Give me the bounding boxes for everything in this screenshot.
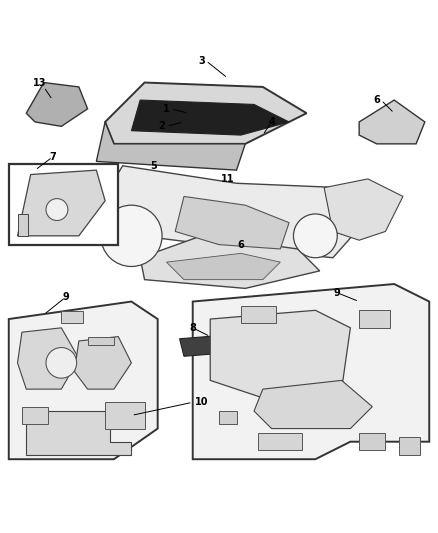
Text: 4: 4 <box>268 117 275 127</box>
Text: 10: 10 <box>195 397 208 407</box>
Polygon shape <box>210 310 350 398</box>
Polygon shape <box>74 336 131 389</box>
Text: 13: 13 <box>33 77 46 87</box>
Polygon shape <box>96 122 245 170</box>
Polygon shape <box>105 83 307 144</box>
Text: 7: 7 <box>49 152 56 162</box>
Bar <box>18 214 28 236</box>
Text: 11: 11 <box>221 174 234 184</box>
Text: 9: 9 <box>62 292 69 302</box>
Bar <box>241 306 276 324</box>
Polygon shape <box>193 284 429 459</box>
Polygon shape <box>18 170 105 236</box>
Text: 1: 1 <box>163 104 170 114</box>
Polygon shape <box>324 179 403 240</box>
Polygon shape <box>359 100 425 144</box>
Text: 8: 8 <box>189 323 196 333</box>
Polygon shape <box>175 197 289 249</box>
Polygon shape <box>180 330 293 356</box>
Text: 6: 6 <box>237 240 244 249</box>
Bar <box>9 164 118 245</box>
Polygon shape <box>140 236 320 288</box>
Bar <box>219 411 237 424</box>
Circle shape <box>101 205 162 266</box>
Polygon shape <box>26 411 131 455</box>
Circle shape <box>46 348 77 378</box>
Bar <box>22 407 48 424</box>
Circle shape <box>46 199 68 221</box>
Bar <box>105 402 145 429</box>
Polygon shape <box>131 100 289 135</box>
Polygon shape <box>166 253 280 280</box>
Circle shape <box>293 214 337 258</box>
Text: 5: 5 <box>150 161 157 171</box>
Polygon shape <box>254 381 372 429</box>
Text: 3: 3 <box>198 55 205 66</box>
Bar <box>359 310 390 328</box>
Bar <box>88 336 114 345</box>
Text: 2: 2 <box>159 122 166 131</box>
Polygon shape <box>26 83 88 126</box>
Bar <box>258 433 302 450</box>
Bar <box>359 433 385 450</box>
Text: 6: 6 <box>373 95 380 105</box>
Bar <box>61 311 83 324</box>
Polygon shape <box>96 166 368 258</box>
Polygon shape <box>18 328 79 389</box>
Polygon shape <box>9 302 158 459</box>
Bar <box>399 437 420 455</box>
Text: 9: 9 <box>334 288 341 298</box>
